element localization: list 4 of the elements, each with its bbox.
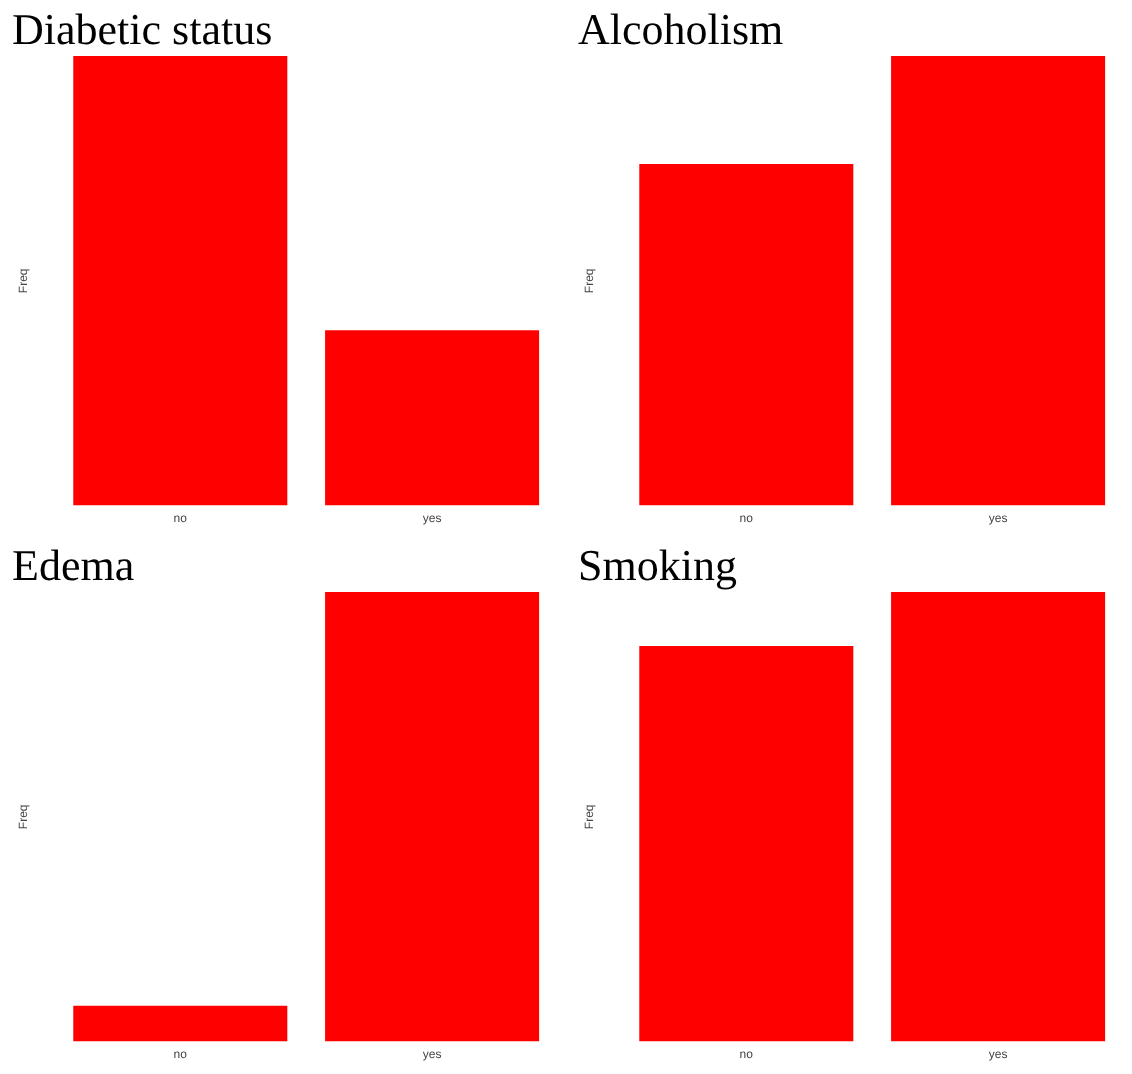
chart-title: Smoking [578, 540, 737, 592]
chart-title: Alcoholism [578, 4, 784, 56]
chart-title: Diabetic status [12, 4, 273, 56]
chart-title: Edema [12, 540, 135, 592]
